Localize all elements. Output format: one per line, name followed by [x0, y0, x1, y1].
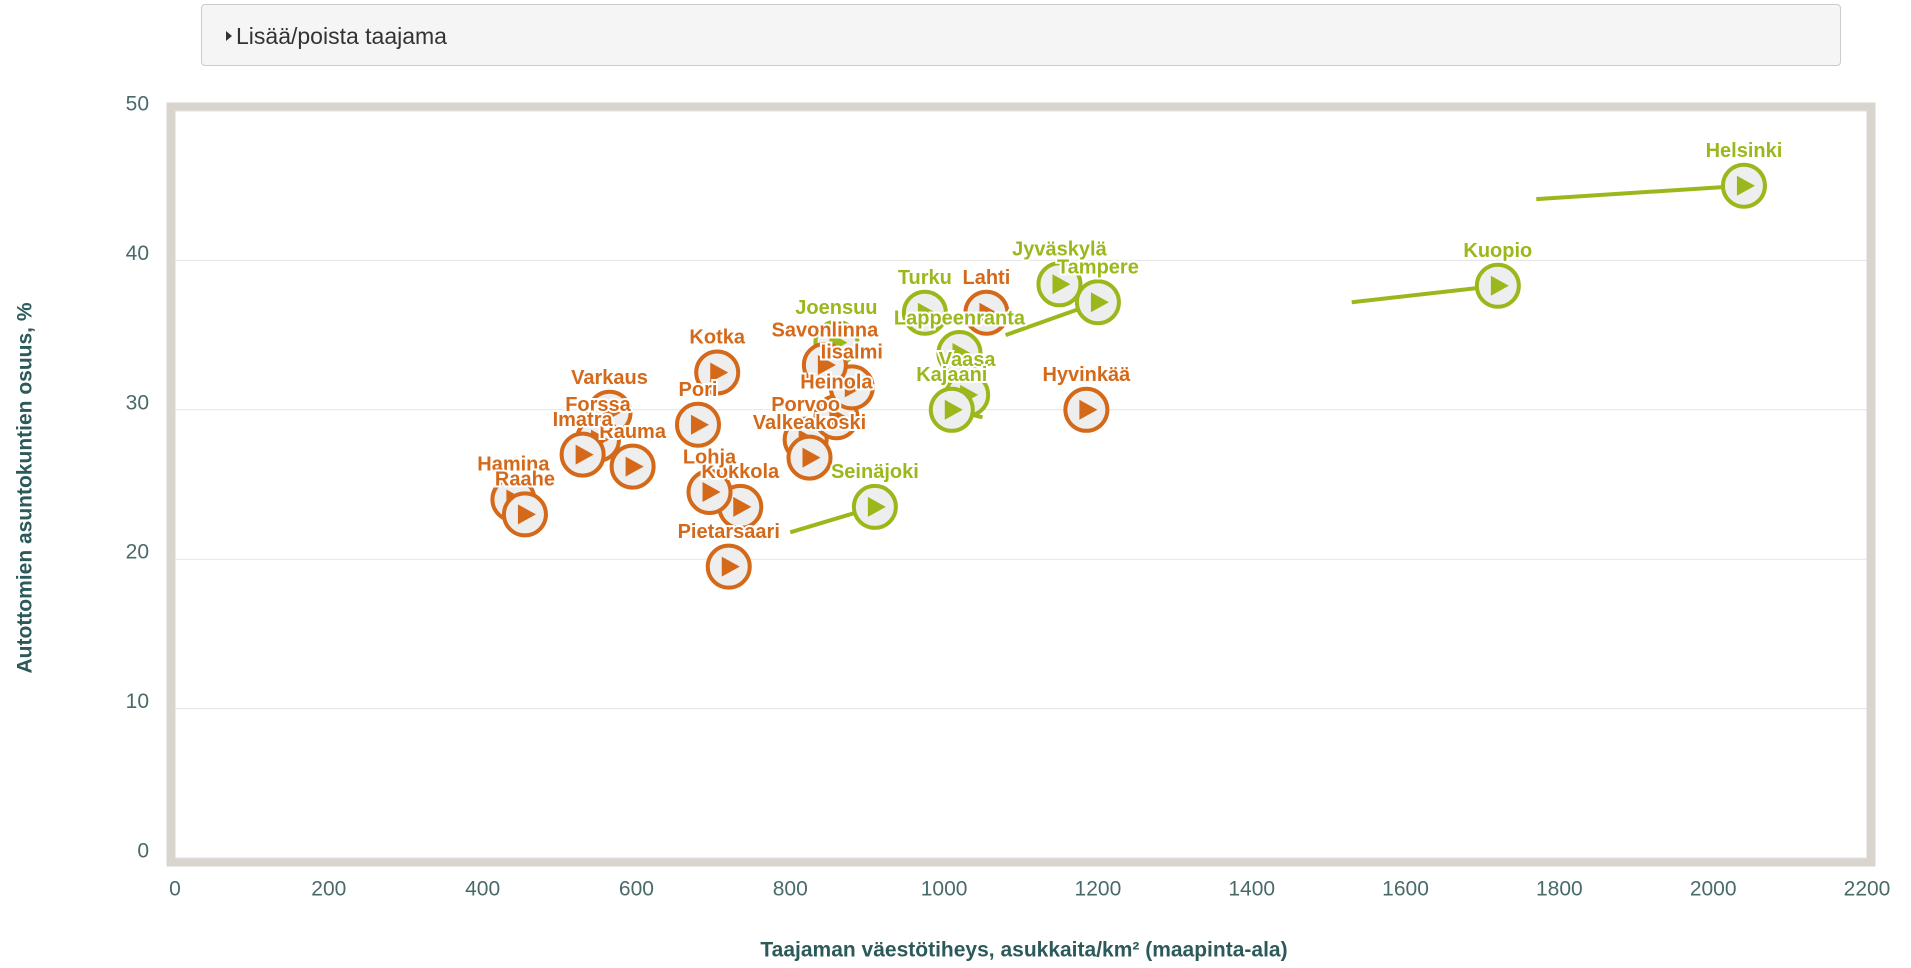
marker-arrow: [1090, 292, 1109, 313]
point-label: Pietarsaari: [678, 521, 780, 543]
x-axis-title: Taajaman väestötiheys, asukkaita/km² (ma…: [760, 939, 1287, 962]
marker: [559, 431, 606, 478]
marker-arrow: [733, 496, 752, 517]
point-label: Porvoo: [771, 394, 840, 416]
x-tick-label: 1600: [1382, 878, 1429, 901]
point-label: Raahe: [495, 469, 555, 491]
marker-arrow: [979, 302, 998, 323]
point-label: Turku: [898, 267, 952, 289]
marker: [1720, 162, 1767, 209]
marker: [851, 483, 898, 530]
marker-arrow: [721, 556, 740, 577]
marker-arrow: [575, 444, 594, 465]
marker: [963, 289, 1010, 336]
marker: [901, 289, 948, 336]
point-label: Pori: [679, 379, 718, 401]
x-tick-label: 2200: [1844, 878, 1891, 901]
y-tick-label: 30: [126, 391, 149, 414]
marker-arrow: [829, 407, 848, 428]
point-label: Kuopio: [1463, 240, 1532, 262]
x-tick-label: 1800: [1536, 878, 1583, 901]
marker-arrow: [867, 496, 886, 517]
point-label: Jyväskylä: [1012, 239, 1107, 261]
marker: [1074, 279, 1121, 326]
y-axis-title: Autottomien asuntokuntien osuus, %: [14, 302, 37, 673]
marker: [1474, 262, 1521, 309]
y-tick-label: 0: [137, 840, 149, 863]
plot-frame: [166, 102, 1876, 867]
x-tick-label: 800: [773, 878, 808, 901]
marker-arrow: [952, 343, 971, 364]
point-label: Forssa: [565, 394, 631, 416]
point-label: Kajaani: [916, 364, 987, 386]
y-tick-label: 50: [126, 93, 149, 116]
point-label: Kotka: [689, 327, 745, 349]
x-tick-label: 2000: [1690, 878, 1737, 901]
toggle-button[interactable]: Lisää/poista taajama: [201, 4, 1841, 66]
point-label: Iisalmi: [821, 342, 883, 364]
marker-arrow: [1079, 399, 1098, 420]
marker: [674, 401, 721, 448]
x-tick-label: 0: [169, 878, 181, 901]
marker-arrow: [602, 402, 621, 423]
x-tick-label: 600: [619, 878, 654, 901]
point-label: Heinola: [800, 372, 873, 394]
marker: [501, 491, 548, 538]
marker-arrow: [517, 504, 536, 525]
point-label: Savonlinna: [772, 319, 880, 341]
marker-arrow: [917, 302, 936, 323]
point-label: Hamina: [477, 454, 550, 476]
x-tick-label: 200: [311, 878, 346, 901]
point-label: Varkaus: [571, 367, 648, 389]
point-label: Lohja: [683, 446, 737, 468]
point-label: Rauma: [599, 421, 667, 443]
point-label: Seinäjoki: [831, 461, 919, 483]
point-label: Tampere: [1057, 257, 1139, 279]
marker-arrow: [817, 354, 836, 375]
x-tick-label: 1400: [1228, 878, 1275, 901]
marker: [705, 543, 752, 590]
point-label: Kokkola: [701, 461, 780, 483]
x-tick-label: 1000: [921, 878, 968, 901]
marker: [694, 349, 741, 396]
marker: [928, 386, 975, 433]
marker-arrow: [844, 377, 863, 398]
y-tick-label: 10: [126, 690, 149, 713]
point-label: Vaasa: [939, 349, 997, 371]
point-label: Valkeakoski: [753, 412, 866, 434]
marker-arrow: [702, 481, 721, 502]
marker-arrow: [1736, 175, 1755, 196]
marker-arrow: [802, 447, 821, 468]
marker-arrow: [944, 399, 963, 420]
marker-arrow: [690, 414, 709, 435]
point-label: Lahti: [963, 267, 1011, 289]
trail: [1536, 183, 1745, 202]
marker-arrow: [1490, 275, 1509, 296]
marker: [1063, 386, 1110, 433]
marker: [1036, 261, 1083, 308]
trail: [1351, 283, 1499, 305]
marker-arrow: [710, 362, 729, 383]
marker-arrow: [1052, 274, 1071, 295]
x-tick-label: 1200: [1075, 878, 1122, 901]
marker: [801, 341, 848, 388]
point-label: Joensuu: [795, 297, 877, 319]
marker: [786, 434, 833, 481]
marker: [686, 468, 733, 515]
marker: [609, 443, 656, 490]
point-label: Hyvinkää: [1042, 364, 1131, 386]
point-label: Lappeenranta: [894, 307, 1026, 329]
y-tick-label: 20: [126, 541, 149, 564]
point-label: Imatra: [553, 409, 614, 431]
x-tick-label: 400: [465, 878, 500, 901]
point-label: Helsinki: [1706, 140, 1783, 162]
y-tick-label: 40: [126, 242, 149, 265]
marker-arrow: [625, 456, 644, 477]
